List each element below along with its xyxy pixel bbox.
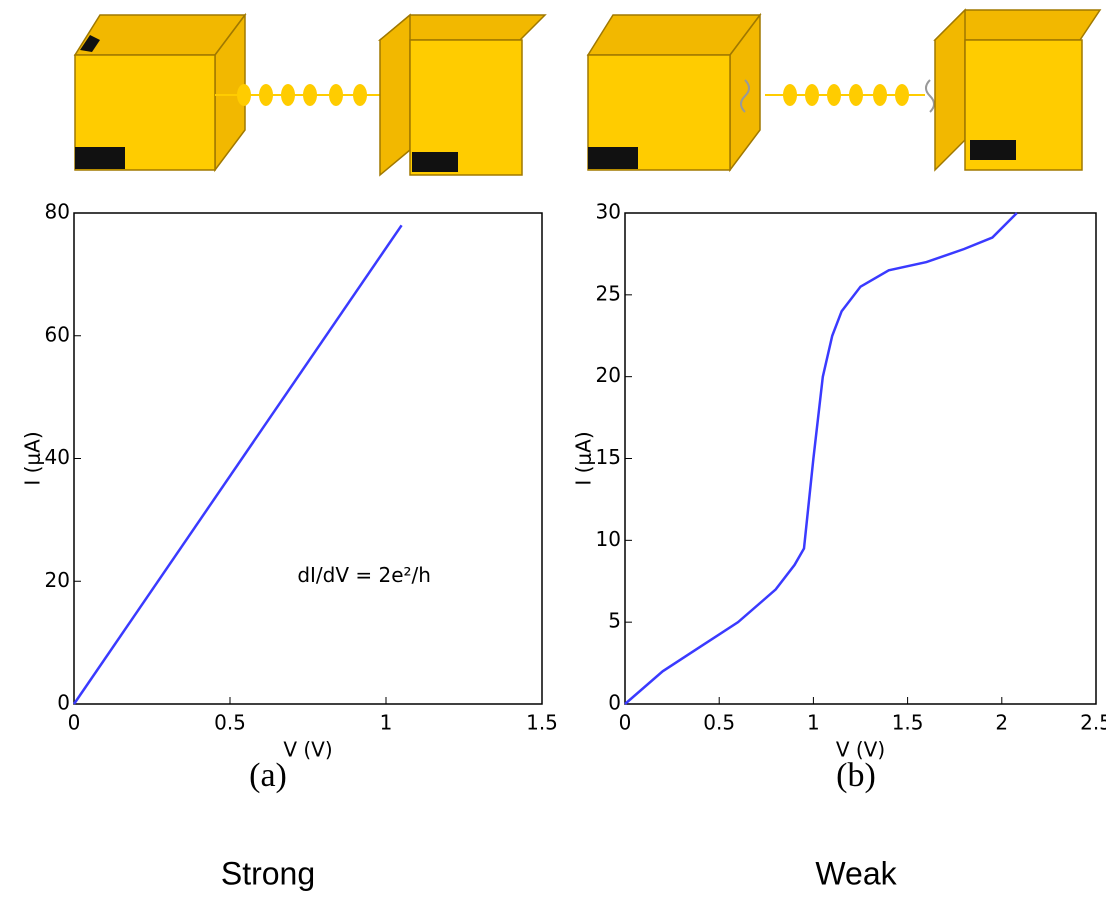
y-tick-label: 20 — [45, 568, 70, 592]
y-tick-label: 25 — [596, 281, 621, 305]
y-axis-label: I (μA) — [572, 431, 596, 485]
y-tick-label: 0 — [57, 691, 70, 715]
y-tick-label: 40 — [45, 445, 70, 469]
y-tick-label: 5 — [608, 609, 621, 633]
annotation: dI/dV = 2e²/h — [297, 563, 431, 587]
illustration-strong — [73, 12, 547, 177]
x-tick-label: 1 — [807, 711, 820, 735]
x-tick-label: 1.5 — [526, 711, 558, 735]
x-tick-label: 1 — [380, 711, 393, 735]
data-line — [72, 224, 403, 705]
illustration-weak — [586, 8, 1102, 173]
x-axis-label: V (V) — [836, 738, 885, 762]
y-tick-label: 30 — [596, 200, 621, 224]
x-tick-label: 2.5 — [1080, 711, 1106, 735]
y-tick-label: 20 — [596, 363, 621, 387]
x-tick-label: 0 — [619, 711, 632, 735]
x-tick-label: 0 — [68, 711, 81, 735]
caption: (a) — [249, 757, 287, 794]
y-tick-label: 60 — [45, 322, 70, 346]
x-tick-label: 1.5 — [892, 711, 924, 735]
x-tick-label: 0.5 — [703, 711, 735, 735]
y-tick-label: 15 — [596, 445, 621, 469]
x-tick-label: 0.5 — [214, 711, 246, 735]
y-axis-label: I (μA) — [21, 431, 45, 485]
x-tick-label: 2 — [995, 711, 1008, 735]
y-tick-label: 10 — [596, 527, 621, 551]
panel-label: Strong — [221, 855, 315, 891]
y-tick-label: 0 — [608, 691, 621, 715]
y-tick-label: 80 — [45, 200, 70, 224]
data-line — [624, 212, 1018, 705]
panel-label: Weak — [815, 855, 897, 891]
caption: (b) — [836, 757, 876, 794]
x-axis-label: V (V) — [283, 738, 332, 762]
axes-frame — [73, 212, 543, 705]
